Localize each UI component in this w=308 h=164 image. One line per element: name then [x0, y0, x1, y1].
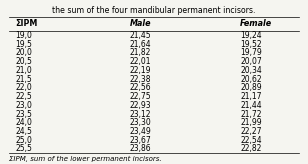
Text: 23,67: 23,67: [129, 136, 151, 145]
Text: 23,0: 23,0: [15, 101, 32, 110]
Text: 21,44: 21,44: [240, 101, 262, 110]
Text: 22,5: 22,5: [15, 92, 32, 101]
Text: 21,17: 21,17: [240, 92, 262, 101]
Text: 24,5: 24,5: [15, 127, 32, 136]
Text: 23,86: 23,86: [129, 144, 151, 154]
Text: 21,99: 21,99: [240, 118, 262, 127]
Text: 22,01: 22,01: [129, 57, 151, 66]
Text: 20,89: 20,89: [240, 83, 262, 92]
Text: 22,75: 22,75: [129, 92, 151, 101]
Text: 21,72: 21,72: [240, 110, 262, 119]
Text: 23,49: 23,49: [129, 127, 151, 136]
Text: 22,93: 22,93: [129, 101, 151, 110]
Text: 21,82: 21,82: [129, 49, 151, 57]
Text: Male: Male: [129, 19, 151, 28]
Text: 21,64: 21,64: [129, 40, 151, 49]
Text: 23,30: 23,30: [129, 118, 151, 127]
Text: 22,19: 22,19: [129, 66, 151, 75]
Text: 22,38: 22,38: [129, 75, 151, 84]
Text: 24,0: 24,0: [15, 118, 32, 127]
Text: 21,0: 21,0: [15, 66, 32, 75]
Text: 19,52: 19,52: [240, 40, 262, 49]
Text: 25,5: 25,5: [15, 144, 32, 154]
Text: 20,5: 20,5: [15, 57, 32, 66]
Text: 20,34: 20,34: [240, 66, 262, 75]
Text: Female: Female: [240, 19, 272, 28]
Text: 19,79: 19,79: [240, 49, 262, 57]
Text: 21,45: 21,45: [129, 31, 151, 40]
Text: 23,5: 23,5: [15, 110, 32, 119]
Text: 19,24: 19,24: [240, 31, 262, 40]
Text: ΣIPM, sum of the lower permanent incisors.: ΣIPM, sum of the lower permanent incisor…: [9, 156, 162, 162]
Text: 23,12: 23,12: [129, 110, 151, 119]
Text: 20,07: 20,07: [240, 57, 262, 66]
Text: 25,0: 25,0: [15, 136, 32, 145]
Text: ΣIPM: ΣIPM: [15, 19, 38, 28]
Text: 22,82: 22,82: [240, 144, 261, 154]
Text: the sum of the four mandibular permanent incisors.: the sum of the four mandibular permanent…: [52, 6, 256, 15]
Text: 21,5: 21,5: [15, 75, 32, 84]
Text: 22,0: 22,0: [15, 83, 32, 92]
Text: 19,0: 19,0: [15, 31, 32, 40]
Text: 22,54: 22,54: [240, 136, 262, 145]
Text: 19,5: 19,5: [15, 40, 32, 49]
Text: 20,62: 20,62: [240, 75, 262, 84]
Text: 20,0: 20,0: [15, 49, 32, 57]
Text: 22,27: 22,27: [240, 127, 262, 136]
Text: 22,56: 22,56: [129, 83, 151, 92]
